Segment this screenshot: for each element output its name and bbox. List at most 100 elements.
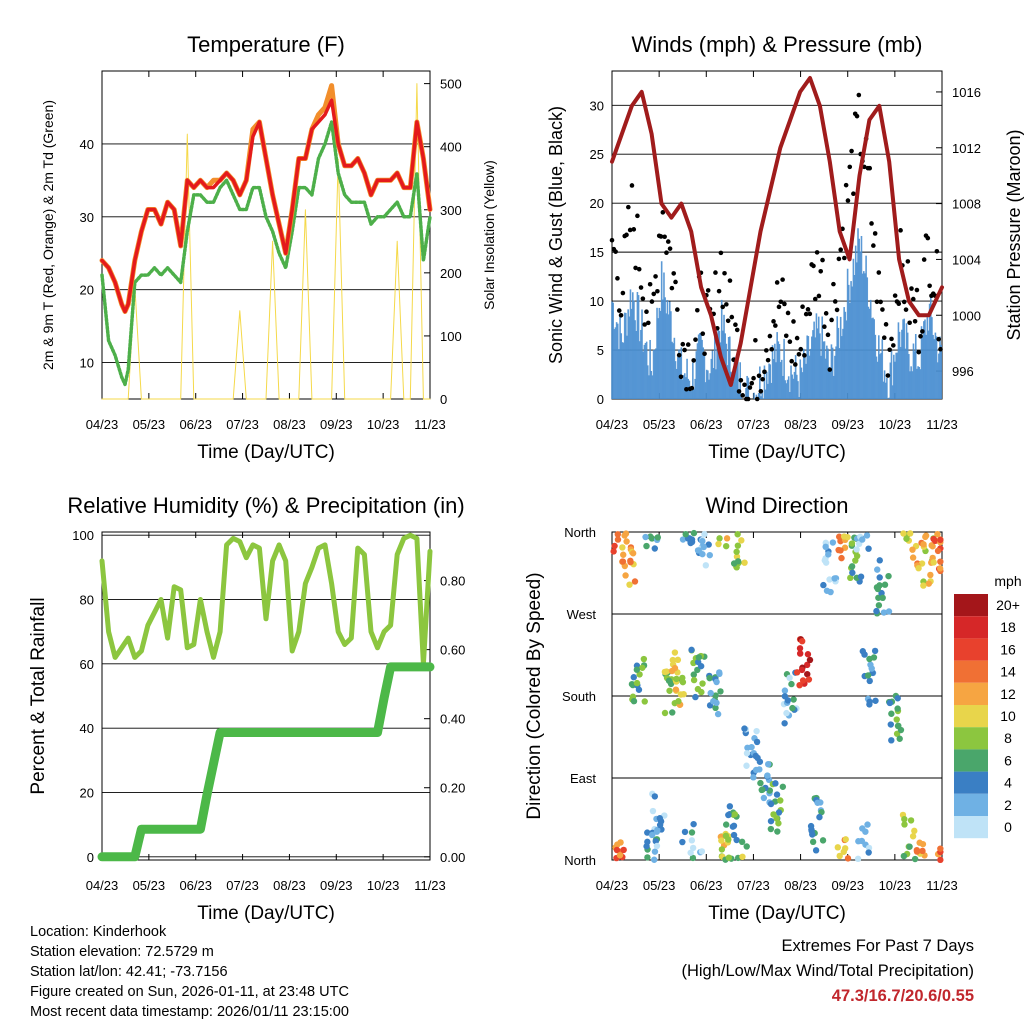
gust-point (780, 277, 785, 282)
gust-point (620, 290, 626, 296)
gust-point (626, 204, 631, 210)
gust-point (874, 299, 880, 305)
wind-direction-point (690, 820, 697, 828)
speed-legend-label: 8 (1004, 730, 1012, 746)
temperature-xtick-label: 09/23 (320, 417, 353, 432)
wind-direction-point (706, 551, 713, 559)
wind-direction-point (911, 855, 919, 863)
speed-legend-label: 14 (1000, 664, 1016, 680)
gust-point (642, 322, 647, 327)
speed-legend-swatch (954, 816, 988, 839)
winds-y2tick-label: 1000 (952, 308, 981, 323)
wind-direction-xtick-label: 08/23 (784, 878, 817, 893)
wind-direction-xtick-label: 11/23 (926, 878, 958, 893)
wind-direction-point (649, 807, 657, 815)
speed-legend-swatch (954, 594, 988, 617)
temperature-ytick-label: 10 (80, 356, 94, 371)
gust-point (820, 257, 825, 263)
wind-direction-point (859, 536, 866, 543)
winds-y2tick-label: 1012 (952, 141, 981, 156)
wind-direction-point (614, 841, 621, 848)
gust-point (747, 385, 753, 390)
wind-direction-point (682, 531, 689, 538)
wind-direction-point (907, 530, 914, 537)
solar-insolation-line (101, 83, 431, 400)
wind-direction-point (928, 542, 935, 549)
wind-direction-point (906, 843, 913, 850)
winds-panel: Winds (mph) & Pressure (mb) 04/23 05/23 06/… (546, 32, 1024, 463)
gust-point (756, 373, 762, 379)
wind-direction-point (925, 580, 933, 587)
info-recent: Most recent data timestamp: 2026/01/11 2… (30, 1004, 349, 1020)
wind-direction-point (901, 815, 908, 823)
wind-direction-point (781, 693, 789, 700)
gust-point (791, 319, 796, 324)
wind-direction-point (698, 848, 706, 855)
wind-direction-point (796, 645, 804, 652)
rh-ytick-label: 40 (80, 721, 94, 736)
gust-point (849, 148, 854, 154)
gust-point (753, 338, 758, 343)
wind-direction-point (715, 540, 722, 548)
wind-direction-point (807, 822, 815, 830)
wind-direction-point (804, 651, 812, 658)
pressure-line (610, 76, 944, 387)
gust-point (609, 237, 615, 243)
wind-direction-point (876, 582, 883, 589)
wind-direction-point (699, 550, 706, 558)
wind-direction-point (903, 535, 910, 542)
gust-point (878, 299, 883, 305)
wind-direction-point (675, 698, 682, 705)
wind-direction-point (789, 704, 796, 712)
wind-direction-point (888, 737, 895, 744)
gust-point (876, 270, 882, 275)
speed-legend-label: 6 (1004, 752, 1012, 768)
wind-direction-point (901, 821, 908, 828)
wind-direction-point (876, 574, 883, 581)
gust-point (685, 342, 691, 347)
gust-point (727, 278, 733, 283)
wind-direction-point (937, 845, 944, 852)
wind-direction-point (722, 821, 730, 828)
gust-point (664, 250, 669, 256)
wind-direction-point (916, 839, 923, 846)
winds-title: Winds (mph) & Pressure (mb) (632, 32, 923, 57)
wind-direction-point (894, 705, 901, 712)
gust-point (720, 304, 726, 310)
temperature-xtick-label: 10/23 (367, 417, 400, 432)
dewpoint-line (100, 120, 432, 387)
rh-y2tick-label: 0.00 (440, 850, 465, 865)
winds-xtick-label: 11/23 (926, 417, 958, 432)
temperature-xlabel: Time (Day/UTC) (197, 442, 335, 463)
wind-direction-point (775, 809, 783, 816)
speed-legend-swatch (954, 638, 988, 661)
rh-xtick-label: 06/23 (179, 878, 212, 893)
gust-point (842, 255, 847, 261)
temperature-y2tick-label: 0 (440, 392, 447, 407)
gust-point (872, 231, 878, 236)
gust-point (914, 287, 920, 293)
wind-direction-point (695, 654, 703, 661)
wind-direction-point (855, 838, 862, 845)
gust-point (869, 221, 874, 226)
wind-direction-point (613, 846, 621, 854)
wind-direction-point (648, 831, 656, 839)
gust-point (907, 320, 912, 326)
wind-direction-point (753, 738, 761, 746)
gust-point (751, 375, 756, 381)
wind-direction-point (622, 572, 629, 579)
gust-point (812, 296, 818, 302)
wind-direction-point (620, 551, 627, 558)
wind-direction-point (731, 811, 739, 818)
wind-direction-point (633, 679, 641, 687)
wind-direction-point (733, 548, 740, 555)
wind-direction-point (909, 554, 917, 561)
gust-point (680, 341, 686, 347)
gust-point (629, 183, 635, 188)
gust-point (938, 346, 943, 352)
gust-point (896, 301, 902, 307)
wind-direction-point (865, 545, 872, 552)
wind-direction-point (821, 557, 828, 564)
wind-direction-point (629, 550, 637, 557)
speed-legend-title: mph (994, 573, 1021, 589)
